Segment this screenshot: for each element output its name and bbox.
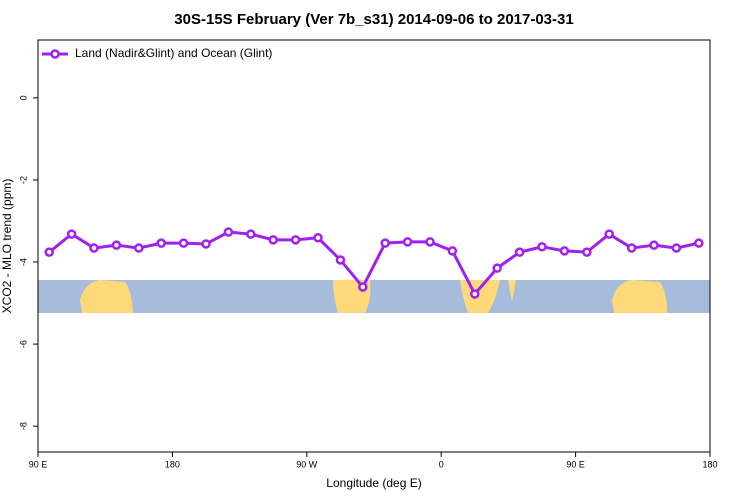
y-tick-label: -6 [18, 340, 28, 348]
data-point [156, 238, 166, 248]
data-point [492, 263, 502, 273]
data-point [89, 243, 99, 253]
x-tick-label: 90 E [29, 459, 48, 469]
y-tick-label: -8 [18, 422, 28, 430]
legend-label: Land (Nadir&Glint) and Ocean (Glint) [75, 46, 272, 60]
data-point [537, 242, 547, 252]
data-point [111, 240, 122, 250]
data-point [402, 237, 413, 247]
data-point [626, 243, 637, 253]
x-axis-label: Longitude (deg E) [326, 476, 421, 490]
data-point [335, 255, 346, 265]
y-tick-label: -2 [18, 176, 28, 184]
chart-title: 30S-15S February (Ver 7b_s31) 2014-09-06… [174, 11, 573, 28]
y-tick-label: -4 [18, 258, 28, 266]
data-point [201, 239, 211, 249]
data-point [246, 229, 256, 239]
data-point [425, 237, 435, 247]
data-point [66, 229, 77, 239]
data-point [178, 238, 189, 248]
data-point [44, 247, 54, 257]
map-band [38, 280, 710, 313]
x-tick-label: 180 [702, 459, 717, 469]
plot-frame [37, 39, 711, 453]
y-tick-label: 0 [18, 95, 28, 100]
data-point [514, 247, 525, 257]
data-point [559, 246, 570, 256]
x-tick-label: 180 [165, 459, 180, 469]
data-point [358, 282, 368, 292]
x-tick-label: 0 [439, 459, 444, 469]
data-point [223, 227, 234, 237]
data-point [268, 235, 278, 245]
data-point [290, 235, 301, 245]
data-point [604, 229, 614, 239]
data-point [447, 246, 458, 256]
x-tick-label: 90 E [566, 459, 585, 469]
data-point [313, 233, 323, 243]
data-point [470, 289, 480, 299]
x-tick-label: 90 W [296, 459, 318, 469]
data-point [649, 240, 659, 250]
data-point [582, 247, 592, 257]
data-point [671, 243, 682, 253]
data-point [134, 243, 144, 253]
y-axis-label: XCO2 - MLO trend (ppm) [0, 179, 14, 314]
data-point [694, 238, 704, 248]
legend-marker [50, 49, 60, 59]
data-point [380, 238, 390, 248]
